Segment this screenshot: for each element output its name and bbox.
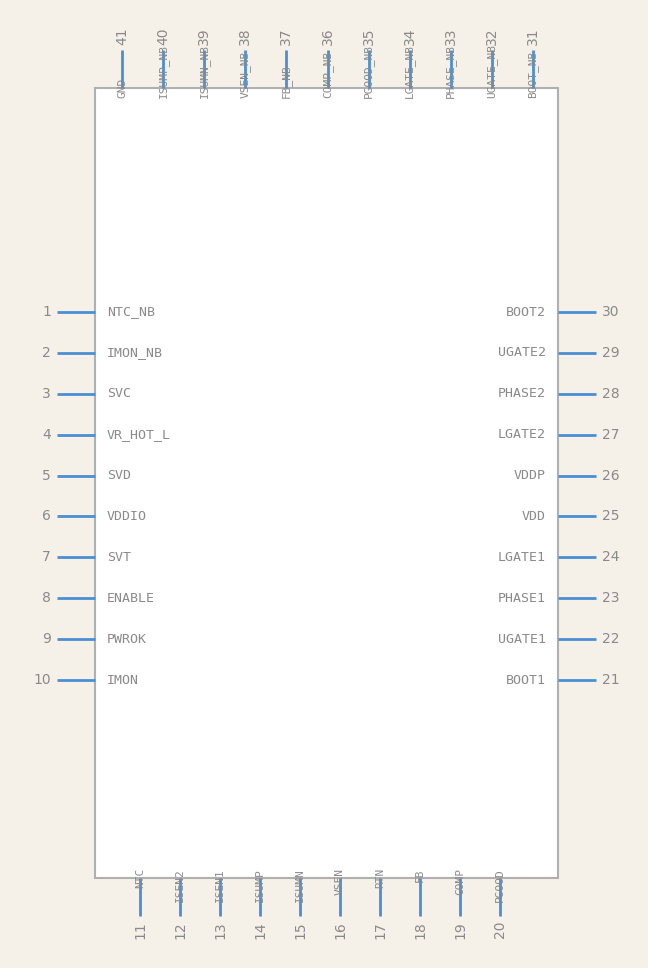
Text: 18: 18 [413,921,427,939]
Text: 34: 34 [402,27,417,45]
Text: VR_HOT_L: VR_HOT_L [107,428,171,441]
Text: IMON: IMON [107,674,139,686]
Text: 17: 17 [373,921,387,939]
Text: 7: 7 [42,551,51,564]
Text: UGATE1: UGATE1 [498,633,546,646]
Text: GND: GND [117,77,127,98]
Text: SVD: SVD [107,469,131,482]
Text: 11: 11 [133,921,147,939]
Text: 40: 40 [156,27,170,45]
Text: 2: 2 [42,346,51,360]
Text: 33: 33 [444,27,457,45]
Text: PHASE_NB: PHASE_NB [445,44,456,98]
Text: 41: 41 [115,27,129,45]
Text: 27: 27 [602,428,619,441]
Text: 23: 23 [602,591,619,605]
Text: COMP_NB: COMP_NB [322,50,333,98]
Text: 15: 15 [293,921,307,939]
Text: IMON_NB: IMON_NB [107,347,163,359]
Text: RTN: RTN [375,868,385,889]
Text: VSEN: VSEN [335,868,345,895]
Text: UGATE_NB: UGATE_NB [487,44,498,98]
Text: 38: 38 [238,27,252,45]
Text: LGATE_NB: LGATE_NB [404,44,415,98]
Text: 32: 32 [485,27,499,45]
Text: VDDP: VDDP [514,469,546,482]
Text: ISUMN: ISUMN [295,868,305,902]
Text: SVT: SVT [107,551,131,563]
Text: PHASE2: PHASE2 [498,387,546,401]
Text: 26: 26 [602,469,619,483]
Text: 28: 28 [602,387,619,401]
Text: ISUMP: ISUMP [255,868,265,902]
Text: ENABLE: ENABLE [107,591,155,605]
Text: UGATE2: UGATE2 [498,347,546,359]
Text: 12: 12 [173,921,187,939]
Text: FB_NB: FB_NB [281,64,292,98]
Text: 36: 36 [321,27,334,45]
Text: 6: 6 [42,509,51,524]
Text: 20: 20 [493,921,507,939]
Text: SVC: SVC [107,387,131,401]
Text: NTC: NTC [135,868,145,889]
Text: 21: 21 [602,673,619,687]
Text: 31: 31 [526,27,540,45]
Text: BOOT2: BOOT2 [506,306,546,318]
Text: 35: 35 [362,27,376,45]
Text: 13: 13 [213,921,227,939]
Text: 5: 5 [42,469,51,483]
Text: 37: 37 [279,27,294,45]
Text: LGATE2: LGATE2 [498,428,546,441]
Text: PGOOD_NB: PGOOD_NB [363,44,374,98]
Text: NTC_NB: NTC_NB [107,306,155,318]
Text: LGATE1: LGATE1 [498,551,546,563]
Text: BOOT1: BOOT1 [506,674,546,686]
Text: FB: FB [415,868,425,882]
Text: 24: 24 [602,551,619,564]
Text: 30: 30 [602,305,619,319]
Text: PHASE1: PHASE1 [498,591,546,605]
Text: 9: 9 [42,632,51,646]
Bar [95,88,558,878]
Text: 8: 8 [42,591,51,605]
Text: 16: 16 [333,921,347,939]
Text: 19: 19 [453,921,467,939]
Text: 14: 14 [253,921,267,939]
Text: 10: 10 [34,673,51,687]
Text: ISUMP_NB: ISUMP_NB [157,44,168,98]
Text: COMP: COMP [455,868,465,895]
Text: 22: 22 [602,632,619,646]
Text: 25: 25 [602,509,619,524]
Text: ISEN2: ISEN2 [175,868,185,902]
Text: VDDIO: VDDIO [107,510,147,523]
Text: 4: 4 [42,428,51,441]
Text: ISUMN_NB: ISUMN_NB [199,44,210,98]
Text: VDD: VDD [522,510,546,523]
Text: PGOOD: PGOOD [495,868,505,902]
Text: PWROK: PWROK [107,633,147,646]
Text: 29: 29 [602,346,619,360]
Text: 1: 1 [42,305,51,319]
Text: ISEN1: ISEN1 [215,868,225,902]
Text: VSEN_NB: VSEN_NB [240,50,251,98]
Text: BOOT_NB: BOOT_NB [527,50,538,98]
Text: 39: 39 [197,27,211,45]
Text: 3: 3 [42,387,51,401]
